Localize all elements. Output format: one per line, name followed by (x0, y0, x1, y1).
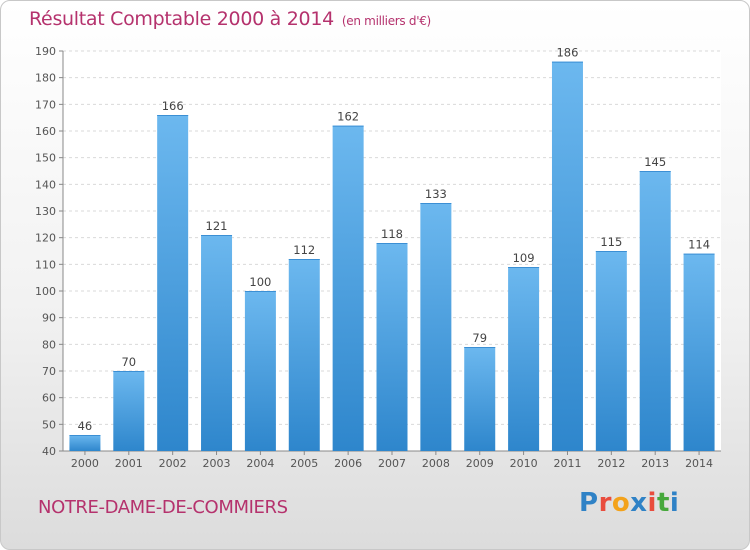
y-tick-label: 140 (35, 178, 56, 191)
commune-name: NOTRE-DAME-DE-COMMIERS (38, 497, 288, 518)
bars (69, 61, 715, 452)
bar-2011 (551, 61, 583, 452)
y-tick-label: 40 (42, 445, 56, 458)
bar-2001 (113, 371, 145, 451)
data-label-2012: 115 (600, 235, 622, 249)
x-tick-label-2004: 2004 (246, 457, 274, 470)
y-tick-label: 90 (42, 312, 56, 325)
data-label-2010: 109 (513, 251, 535, 265)
logo-letter: i (669, 488, 680, 518)
data-label-2008: 133 (425, 187, 447, 201)
bar-2009 (464, 347, 496, 451)
bar-2013 (639, 171, 671, 451)
x-tick-label-2008: 2008 (422, 457, 450, 470)
bar-2004 (244, 291, 276, 451)
logo-letter: x (630, 488, 648, 518)
data-label-2002: 166 (162, 99, 184, 113)
bar-2006 (332, 125, 364, 452)
bar-2008 (420, 203, 452, 451)
y-tick-label: 180 (35, 72, 56, 85)
y-tick-label: 50 (42, 418, 56, 431)
unit-label: (en milliers d'€) (341, 14, 431, 28)
data-label-2006: 162 (337, 110, 359, 124)
bar-2010 (508, 267, 540, 451)
y-tick-label: 60 (42, 392, 56, 405)
logo-letter: r (598, 488, 612, 518)
x-tick-label-2006: 2006 (334, 457, 362, 470)
data-label-2004: 100 (249, 275, 271, 289)
bar-2000 (69, 435, 101, 451)
bar-2005 (288, 259, 320, 451)
x-tick-label-2007: 2007 (378, 457, 406, 470)
y-tick-label: 70 (42, 365, 56, 378)
logo-letter: o (611, 488, 631, 518)
bar-2002 (157, 115, 189, 451)
x-tick-label-2000: 2000 (71, 457, 99, 470)
bar-2014 (683, 253, 715, 451)
y-tick-label: 160 (35, 125, 56, 138)
y-tick-label: 120 (35, 232, 56, 245)
x-tick-label-2010: 2010 (510, 457, 538, 470)
data-label-2005: 112 (293, 243, 315, 257)
y-tick-label: 170 (35, 98, 56, 111)
data-label-2007: 118 (381, 227, 403, 241)
data-label-2014: 114 (688, 238, 710, 252)
proxiti-logo[interactable]: Proxiti (579, 488, 679, 518)
x-tick-label-2014: 2014 (685, 457, 713, 470)
data-label-2009: 79 (472, 331, 487, 345)
y-tick-label: 80 (42, 338, 56, 351)
data-label-2001: 70 (121, 355, 136, 369)
data-label-2000: 46 (78, 419, 93, 433)
bar-2003 (201, 235, 233, 451)
logo-letter: P (579, 488, 599, 518)
x-tick-label-2005: 2005 (290, 457, 318, 470)
data-label-2013: 145 (644, 155, 666, 169)
x-tick-label-2001: 2001 (115, 457, 143, 470)
data-label-2011: 186 (556, 46, 578, 60)
title-text: Résultat Comptable 2000 à 2014 (29, 8, 334, 30)
logo-letter: i (647, 488, 657, 518)
x-tick-label-2002: 2002 (159, 457, 187, 470)
y-tick-label: 150 (35, 152, 56, 165)
y-tick-label: 130 (35, 205, 56, 218)
data-labels: 46 70 166 121 100 112 162 118 133 79 109 186 115 145 1… (78, 46, 710, 433)
logo-letter: t (656, 488, 670, 518)
x-tick-label-2011: 2011 (553, 457, 581, 470)
bar-2012 (595, 251, 627, 451)
x-tick-label-2012: 2012 (597, 457, 625, 470)
chart-title: Résultat Comptable 2000 à 2014 (en millie… (29, 8, 431, 30)
x-tick-label-2009: 2009 (466, 457, 494, 470)
y-tick-label: 100 (35, 285, 56, 298)
y-tick-label: 190 (35, 45, 56, 58)
y-tick-label: 110 (35, 258, 56, 271)
x-tick-label-2013: 2013 (641, 457, 669, 470)
x-tick-label-2003: 2003 (203, 457, 231, 470)
data-label-2003: 121 (206, 219, 228, 233)
bar-2007 (376, 243, 408, 451)
